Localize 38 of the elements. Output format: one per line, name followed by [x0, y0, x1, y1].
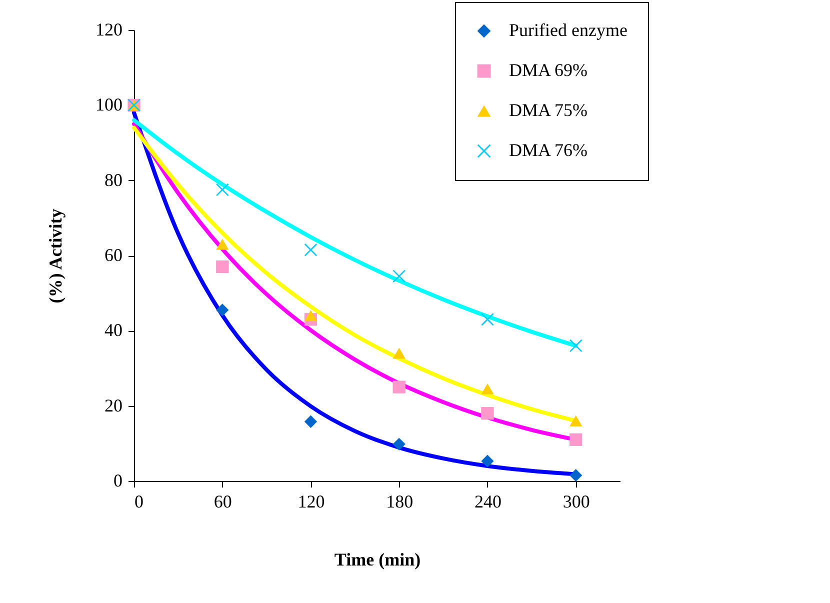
point	[304, 310, 318, 322]
legend-label: Purified enzyme	[509, 20, 628, 40]
x-axis-title: Time (min)	[334, 550, 421, 570]
x-tick-label: 180	[386, 492, 414, 512]
x-tick-label: 60	[214, 492, 232, 512]
y-tick-label: 60	[104, 245, 122, 265]
point	[392, 270, 406, 282]
point	[481, 383, 494, 394]
legend-label: DMA 75%	[509, 100, 588, 120]
y-tick-label: 40	[104, 320, 122, 340]
point	[216, 260, 229, 274]
x-tick-label: 300	[562, 492, 590, 512]
point	[481, 313, 494, 326]
x-tick-label: 120	[298, 492, 325, 512]
y-tick-label: 80	[104, 170, 122, 190]
point	[569, 433, 582, 446]
point	[304, 415, 318, 428]
point	[569, 469, 582, 482]
y-tick-label: 120	[96, 20, 122, 40]
point	[216, 183, 229, 196]
point	[481, 407, 494, 420]
legend-label: DMA 76%	[509, 140, 588, 160]
y-tick-label: 0	[114, 470, 122, 490]
point	[569, 339, 582, 352]
point	[481, 454, 494, 468]
legend-label: DMA 69%	[509, 60, 588, 80]
point	[304, 244, 318, 256]
y-tick-label: 100	[96, 94, 122, 115]
y-tick-label: 20	[104, 395, 122, 416]
point	[216, 304, 229, 316]
point	[392, 438, 406, 450]
x-tick-label: 0	[134, 492, 144, 512]
point	[392, 380, 406, 394]
x-tick-label: 240	[474, 492, 502, 512]
point	[392, 348, 406, 359]
y-axis-title: (%) Activity	[46, 208, 66, 304]
point	[569, 415, 582, 426]
point	[216, 238, 229, 250]
